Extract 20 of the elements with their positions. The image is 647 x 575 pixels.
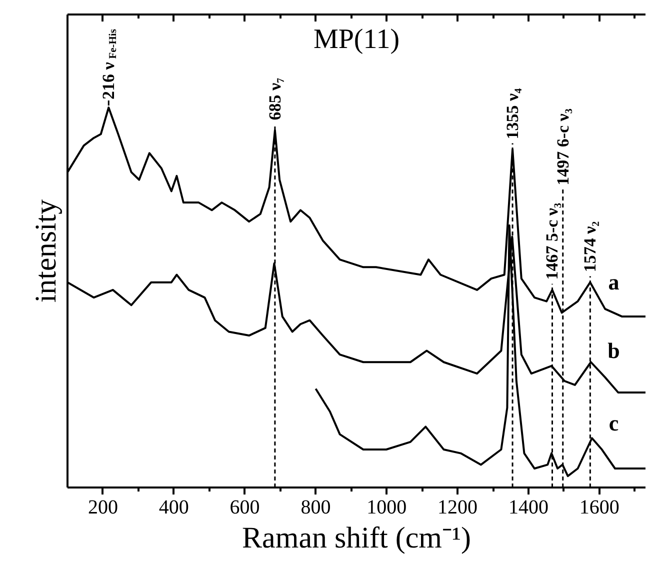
x-axis-title: Raman shift (cm⁻¹) <box>242 522 471 554</box>
ref-line-label: 1497 6-c ν₃ <box>553 108 572 186</box>
ref-line-label: 685 ν₇ <box>265 78 284 120</box>
series-label: c <box>608 410 619 436</box>
chart-title: MP(11) <box>313 24 400 55</box>
x-tick-label: 200 <box>88 496 118 518</box>
ref-line-label: 1467 5-c ν₃ <box>542 202 562 280</box>
x-tick-label: 1400 <box>508 496 548 518</box>
annotation: 216 νFe-His <box>99 29 120 100</box>
x-tick-label: 1200 <box>438 496 478 518</box>
ref-line-label: 1355 ν₄ <box>503 88 522 140</box>
x-tick-label: 400 <box>158 496 189 518</box>
series-label: a <box>608 270 620 295</box>
x-tick-label: 600 <box>230 496 260 518</box>
x-tick-label: 800 <box>300 496 331 518</box>
ref-line-label: 1574 ν₂ <box>580 221 600 272</box>
series-label: b <box>608 338 620 364</box>
x-tick-label: 1000 <box>366 496 407 518</box>
x-tick-label: 1600 <box>579 496 620 518</box>
y-axis-title: intensity <box>30 199 62 303</box>
